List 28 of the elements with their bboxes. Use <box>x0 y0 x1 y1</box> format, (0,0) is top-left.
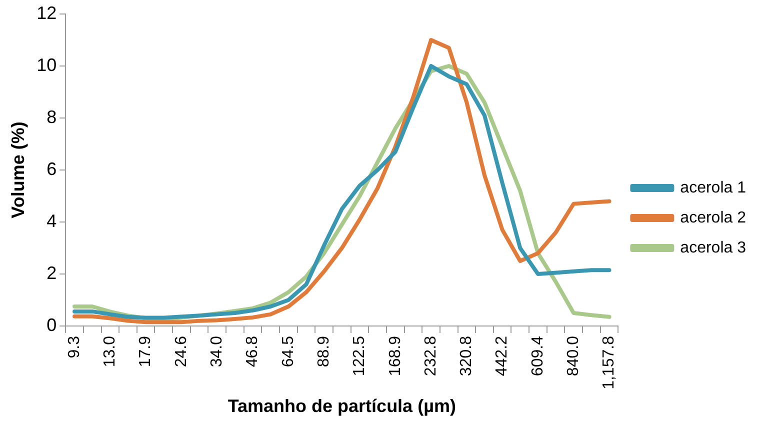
y-tick-label: 10 <box>36 54 57 75</box>
x-tick-label: 1,157.8 <box>600 336 618 390</box>
x-tick-label: 9.3 <box>66 336 83 358</box>
x-tick-label: 24.6 <box>172 336 190 368</box>
x-tick-label: 64.5 <box>280 336 297 368</box>
x-tick-label: 232.8 <box>422 336 440 376</box>
legend-label: acerola 2 <box>680 209 746 226</box>
x-tick-label: 17.9 <box>137 336 154 368</box>
x-tick-label: 168.9 <box>386 336 404 376</box>
x-tick-label: 840.0 <box>565 336 582 376</box>
x-axis-title: Tamanho de partícula (µm) <box>228 396 456 416</box>
y-tick-label: 8 <box>46 106 57 127</box>
y-tick-label: 12 <box>36 2 57 23</box>
x-tick-label: 46.8 <box>244 336 262 368</box>
y-tick-label: 0 <box>46 314 57 335</box>
x-tick-label: 320.8 <box>458 336 476 376</box>
x-tick-label: 13.0 <box>102 336 119 368</box>
legend-label: acerola 3 <box>680 239 746 256</box>
y-tick-label: 2 <box>46 262 57 283</box>
x-tick-label: 442.2 <box>494 336 511 376</box>
x-tick-label: 88.9 <box>315 336 332 368</box>
y-tick-label: 6 <box>46 158 57 179</box>
x-tick-label: 122.5 <box>351 336 368 376</box>
x-tick-label: 609.4 <box>529 336 546 376</box>
x-tick-label: 34.0 <box>208 336 226 368</box>
legend-label: acerola 1 <box>680 179 746 196</box>
y-axis-title: Volume (%) <box>8 122 28 218</box>
y-tick-label: 4 <box>46 210 57 231</box>
